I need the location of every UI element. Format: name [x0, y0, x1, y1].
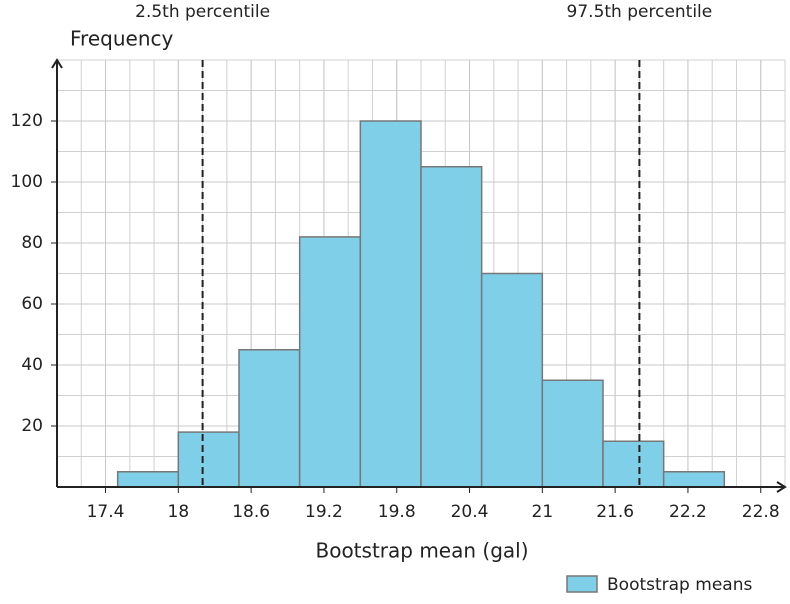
bar — [541, 379, 604, 488]
x-tick-label: 21.6 — [596, 502, 634, 522]
y-tick-label: 40 — [21, 355, 43, 375]
percentile-label: 2.5th percentile — [135, 2, 270, 22]
bar — [662, 471, 726, 488]
y-axis-label: Frequency — [70, 27, 173, 51]
bar — [480, 272, 544, 488]
x-tick-label: 18.6 — [232, 502, 270, 522]
percentile-label: 97.5th percentile — [567, 2, 713, 22]
bar — [298, 236, 362, 488]
x-tick-label: 17.4 — [87, 502, 125, 522]
x-tick-label: 22.8 — [742, 502, 780, 522]
x-tick-label: 21 — [532, 502, 554, 522]
y-tick-label: 80 — [21, 233, 43, 253]
x-axis-arrow — [776, 481, 787, 493]
legend-swatch — [566, 575, 598, 593]
y-axis-arrow — [51, 58, 63, 69]
x-axis-label: Bootstrap mean (gal) — [315, 539, 528, 563]
y-tick-label: 20 — [21, 416, 43, 436]
x-tick-label: 19.8 — [378, 502, 416, 522]
y-tick-label: 120 — [11, 111, 43, 131]
bar — [359, 120, 422, 488]
x-tick-label: 19.2 — [305, 502, 343, 522]
bar — [177, 431, 240, 488]
bar — [116, 471, 180, 488]
x-tick-label: 20.4 — [451, 502, 489, 522]
y-tick-label: 100 — [11, 172, 43, 192]
bar — [420, 166, 483, 488]
bar — [238, 349, 301, 488]
x-tick-label: 18 — [168, 502, 190, 522]
bar — [602, 440, 665, 488]
legend-label: Bootstrap means — [607, 575, 752, 595]
x-tick-label: 22.2 — [669, 502, 707, 522]
y-tick-label: 60 — [21, 294, 43, 314]
